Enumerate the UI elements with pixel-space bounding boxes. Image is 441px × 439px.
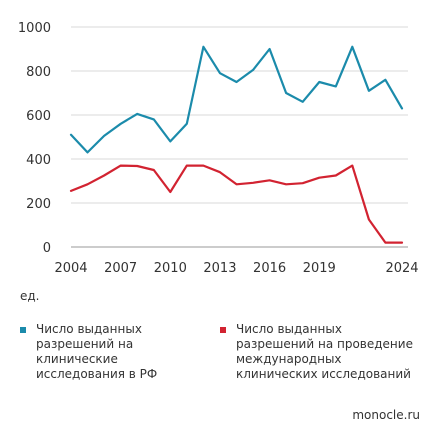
y-axis-ticks: 0 200 400 600 800 1000 bbox=[18, 21, 51, 256]
y-tick-label: 400 bbox=[26, 153, 51, 168]
legend-label-series-2: Число выданных разрешений на проведение … bbox=[236, 322, 413, 381]
source-label: monocle.ru bbox=[352, 408, 420, 422]
y-tick-label: 0 bbox=[43, 241, 51, 256]
y-tick-label: 800 bbox=[26, 65, 51, 80]
y-tick-label: 600 bbox=[26, 109, 51, 124]
x-tick-label: 2007 bbox=[104, 261, 137, 276]
x-tick-label: 2004 bbox=[54, 261, 87, 276]
x-tick-label: 2010 bbox=[154, 261, 187, 276]
legend-item-series-1: Число выданных разрешений на клинические… bbox=[20, 322, 210, 382]
gridlines bbox=[71, 26, 408, 248]
legend-swatch-series-2 bbox=[220, 327, 226, 333]
series-line-2 bbox=[69, 164, 404, 244]
y-tick-label: 200 bbox=[26, 197, 51, 212]
legend-label-series-1: Число выданных разрешений на клинические… bbox=[36, 322, 158, 381]
x-axis-ticks: 2004 2007 2010 2013 2016 2019 2024 bbox=[54, 261, 418, 276]
x-tick-label: 2016 bbox=[253, 261, 286, 276]
y-axis-unit-label: ед. bbox=[20, 289, 40, 303]
series-lines bbox=[69, 45, 404, 244]
x-tick-label: 2013 bbox=[203, 261, 236, 276]
y-tick-label: 1000 bbox=[18, 21, 51, 36]
x-tick-label: 2019 bbox=[303, 261, 336, 276]
legend-swatch-series-1 bbox=[20, 327, 26, 333]
series-line-1 bbox=[69, 45, 404, 154]
legend-item-series-2: Число выданных разрешений на проведение … bbox=[220, 322, 425, 386]
x-tick-label: 2024 bbox=[385, 261, 418, 276]
